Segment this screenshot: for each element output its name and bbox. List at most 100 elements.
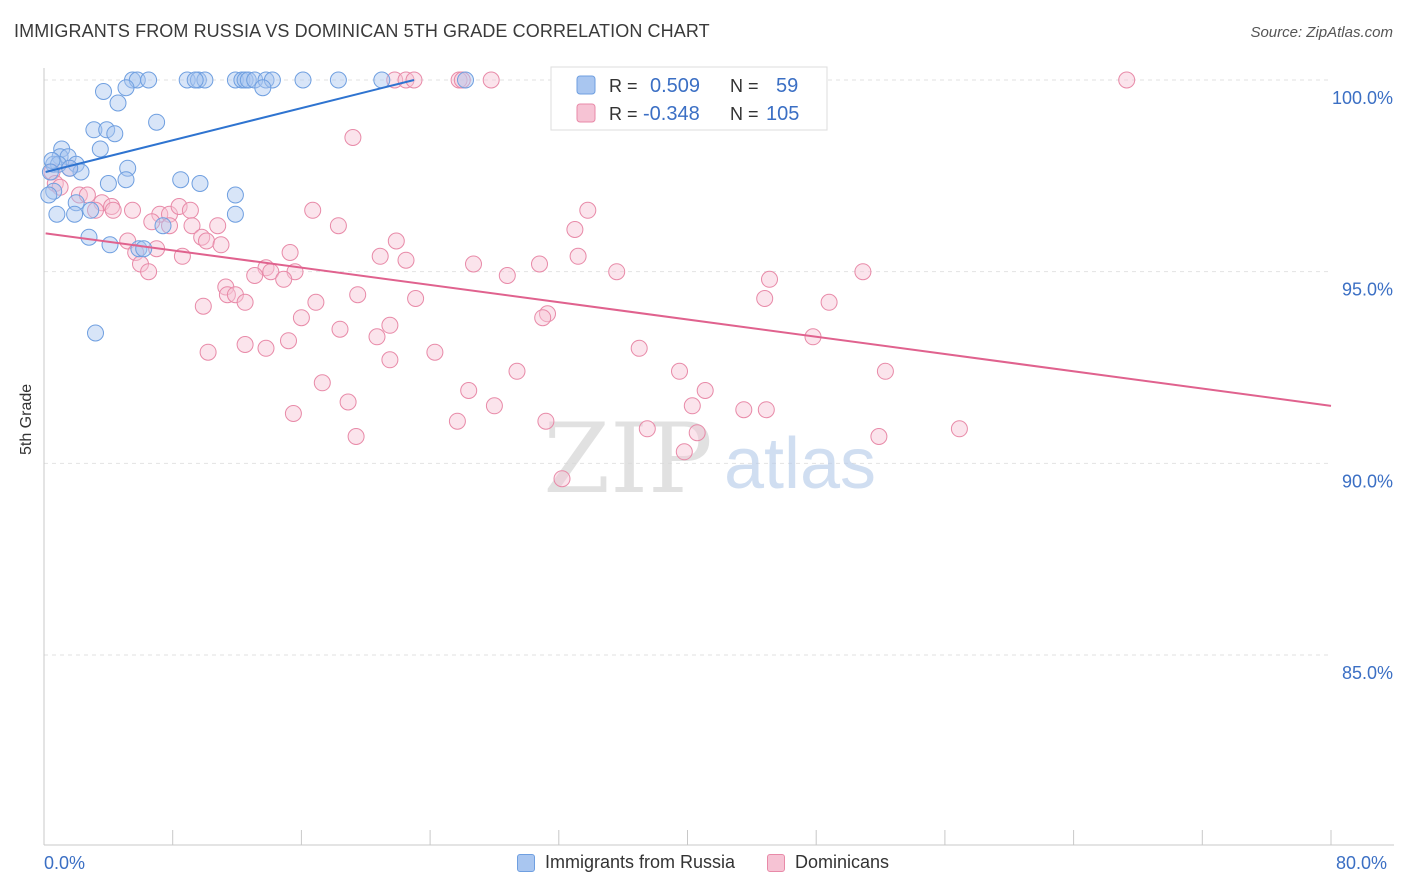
point-dominicans-28 <box>304 201 322 219</box>
point-russia-15 <box>373 71 391 89</box>
point-russia-14 <box>329 71 347 89</box>
point-dominicans-22 <box>170 198 188 215</box>
point-dominicans-17 <box>87 201 104 219</box>
point-dominicans-32 <box>566 221 584 238</box>
point-dominicans-23 <box>181 201 199 219</box>
point-dominicans-70 <box>381 316 399 334</box>
point-dominicans-83 <box>876 362 894 380</box>
point-dominicans-61 <box>349 286 367 304</box>
point-dominicans-98 <box>870 428 888 445</box>
legend-item-russia: Immigrants from Russia <box>516 852 735 873</box>
point-russia-19 <box>254 79 272 97</box>
point-dominicans-62 <box>407 290 425 307</box>
point-dominicans-69 <box>368 328 386 346</box>
legend-n-label-russia: N = <box>730 76 759 96</box>
stats-legend: R = 0.509 N = 59 R = -0.348 N = 105 <box>550 66 828 131</box>
point-russia-23 <box>85 121 103 139</box>
point-dominicans-44 <box>465 255 482 273</box>
watermark: ZIP atlas <box>543 403 876 515</box>
point-dominicans-79 <box>381 351 399 369</box>
point-dominicans-99 <box>675 443 693 461</box>
point-dominicans-27 <box>209 217 227 235</box>
legend-n-label-dominicans: N = <box>730 104 759 124</box>
point-dominicans-63 <box>194 297 212 315</box>
legend-n-value-dominicans: 105 <box>766 103 799 125</box>
point-dominicans-66 <box>761 270 778 288</box>
point-dominicans-46 <box>531 255 548 273</box>
series-legend: Immigrants from Russia Dominicans <box>0 852 1406 873</box>
y-tick-label-0: 100.0% <box>1332 88 1393 108</box>
point-russia-39 <box>99 175 117 192</box>
point-dominicans-95 <box>688 424 706 442</box>
point-dominicans-29 <box>329 217 347 235</box>
point-dominicans-59 <box>236 293 254 311</box>
point-dominicans-40 <box>281 244 299 261</box>
point-russia-24 <box>98 121 116 139</box>
y-tick-label-3: 85.0% <box>1342 663 1393 683</box>
trend-lines <box>45 79 1332 407</box>
point-dominicans-89 <box>735 401 753 419</box>
point-russia-6 <box>226 71 244 89</box>
point-russia-46 <box>82 201 100 219</box>
point-dominicans-55 <box>275 270 293 288</box>
point-dominicans-81 <box>508 362 526 380</box>
point-russia-55 <box>87 324 104 342</box>
point-dominicans-5 <box>482 71 500 89</box>
point-dominicans-30 <box>579 201 597 219</box>
point-dominicans-88 <box>485 397 503 415</box>
point-dominicans-38 <box>198 232 215 250</box>
watermark-zip: ZIP <box>543 403 712 515</box>
point-dominicans-25 <box>161 217 178 235</box>
y-tick-label-2: 90.0% <box>1342 471 1393 491</box>
point-dominicans-67 <box>292 309 310 327</box>
point-dominicans-97 <box>347 428 365 445</box>
point-russia-2 <box>140 71 158 89</box>
point-dominicans-77 <box>257 339 275 357</box>
point-dominicans-19 <box>124 201 141 219</box>
point-dominicans-18 <box>104 201 122 219</box>
point-dominicans-75 <box>199 343 217 361</box>
point-russia-48 <box>48 205 66 223</box>
point-dominicans-24 <box>143 213 161 231</box>
point-dominicans-33 <box>569 247 587 265</box>
watermark-atlas: atlas <box>724 424 876 504</box>
point-russia-20 <box>95 83 112 100</box>
point-dominicans-42 <box>371 247 389 265</box>
x-tick-label-max: 80.0% <box>1336 853 1388 873</box>
point-russia-5 <box>196 71 214 89</box>
point-dominicans-48 <box>854 263 872 281</box>
point-dominicans-53 <box>140 263 158 281</box>
data-points <box>40 71 1136 488</box>
point-dominicans-31 <box>387 232 405 250</box>
point-dominicans-93 <box>537 412 555 430</box>
point-dominicans-94 <box>638 420 656 438</box>
point-dominicans-80 <box>426 343 444 361</box>
point-dominicans-90 <box>757 401 775 419</box>
point-dominicans-26 <box>183 217 201 235</box>
legend-swatch-dominicans-bottom <box>767 853 785 872</box>
trend-line-dominicans <box>45 232 1332 407</box>
x-tick-label-min: 0.0% <box>44 853 86 873</box>
point-dominicans-73 <box>630 339 648 357</box>
point-russia-40 <box>172 171 190 189</box>
legend-swatch-russia <box>576 75 596 95</box>
point-dominicans-72 <box>534 309 552 327</box>
chart-title: IMMIGRANTS FROM RUSSIA VS DOMINICAN 5TH … <box>14 21 710 41</box>
y-tick-label-1: 95.0% <box>1342 280 1393 300</box>
point-dominicans-100 <box>553 470 571 488</box>
legend-swatch-dominicans <box>576 103 596 123</box>
point-dominicans-91 <box>284 405 302 422</box>
legend-r-label-dominicans: R = <box>609 104 638 124</box>
point-russia-27 <box>91 140 109 158</box>
point-russia-54 <box>135 240 153 258</box>
point-dominicans-76 <box>236 336 254 353</box>
legend-r-value-russia: 0.509 <box>650 75 700 97</box>
legend-label-dominicans: Dominicans <box>795 852 890 872</box>
source-label: Source: ZipAtlas.com <box>1250 24 1393 41</box>
axes <box>43 68 1394 846</box>
point-dominicans-43 <box>397 251 415 269</box>
legend-r-label-russia: R = <box>609 76 638 96</box>
point-dominicans-85 <box>460 382 478 399</box>
point-dominicans-8 <box>344 129 362 146</box>
